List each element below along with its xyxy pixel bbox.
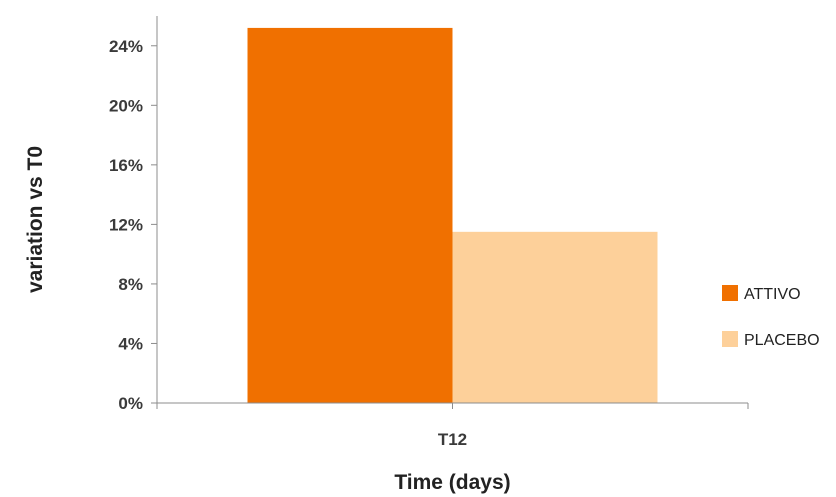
x-axis-ticks: T12 [156, 403, 749, 449]
legend-label-placebo: PLACEBO [744, 332, 820, 349]
x-tick-label: T12 [438, 430, 467, 449]
y-axis-ticks: 0% 4% 8% 12% 16% 20% 24% [109, 37, 157, 413]
y-tick-label: 4% [118, 334, 143, 353]
legend-swatch-placebo [722, 331, 738, 347]
bars [247, 27, 658, 404]
y-axis-title: variation vs T0 [24, 146, 47, 293]
y-tick-label: 8% [118, 275, 143, 294]
legend: ATTIVO PLACEBO [722, 285, 820, 349]
y-tick-label: 20% [109, 96, 143, 115]
y-tick-label: 12% [109, 215, 143, 234]
legend-label-attivo: ATTIVO [744, 286, 801, 303]
legend-swatch-attivo [722, 285, 738, 301]
y-tick-label: 24% [109, 37, 143, 56]
bar-attivo [247, 27, 453, 404]
y-tick-label: 0% [118, 394, 143, 413]
bar-placebo [452, 231, 658, 403]
y-tick-label: 16% [109, 156, 143, 175]
x-axis-title: Time (days) [394, 471, 510, 494]
